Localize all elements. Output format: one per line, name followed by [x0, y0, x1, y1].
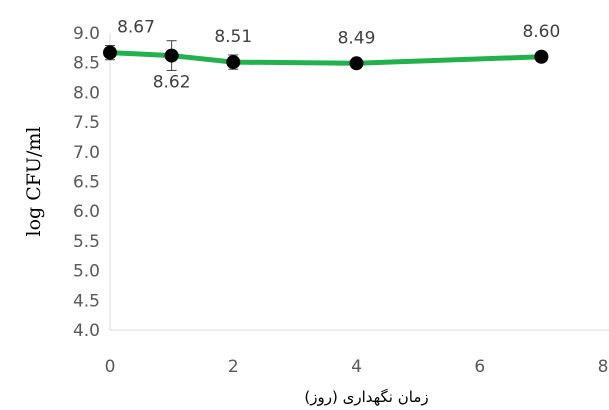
data-label: 8.62	[153, 73, 191, 93]
x-tick-label: 0	[105, 357, 116, 377]
y-tick-label: 5.0	[73, 262, 100, 282]
data-label: 8.60	[522, 22, 560, 42]
data-point	[103, 45, 117, 60]
y-tick-label: 6.0	[73, 202, 100, 222]
y-tick-label: 8.0	[73, 83, 100, 103]
x-tick-label: 6	[474, 357, 485, 377]
data-point	[226, 55, 241, 70]
x-tick-label: 8	[598, 357, 609, 377]
y-tick-label: 4.0	[73, 321, 100, 341]
x-tick-label: 4	[351, 357, 362, 377]
y-axis-label: log CFU/ml	[23, 127, 45, 237]
x-tick-labels: 0 2 4 6 8	[105, 357, 609, 377]
y-tick-labels: 4.0 4.5 5.0 5.5 6.0 6.5 7.0 7.5 8.0 8.5 9.0	[73, 24, 100, 341]
y-tick-label: 7.5	[73, 113, 100, 133]
y-tick-label: 4.5	[73, 291, 100, 311]
data-label: 8.51	[214, 27, 252, 47]
x-axis-label: زمان نگهداری (روز)	[304, 388, 428, 406]
x-tick-label: 2	[228, 357, 239, 377]
data-point	[534, 49, 549, 64]
y-tick-label: 9.0	[73, 24, 100, 44]
data-point	[349, 56, 364, 71]
data-labels: 8.67 8.62 8.51 8.49 8.60	[117, 18, 560, 93]
data-label: 8.49	[338, 28, 376, 48]
series-layer	[103, 40, 549, 71]
data-label: 8.67	[117, 18, 155, 38]
y-tick-label: 6.5	[73, 173, 100, 193]
y-tick-label: 7.0	[73, 143, 100, 163]
data-point	[164, 48, 179, 63]
y-tick-label: 8.5	[73, 54, 100, 74]
y-tick-label: 5.5	[73, 232, 100, 252]
